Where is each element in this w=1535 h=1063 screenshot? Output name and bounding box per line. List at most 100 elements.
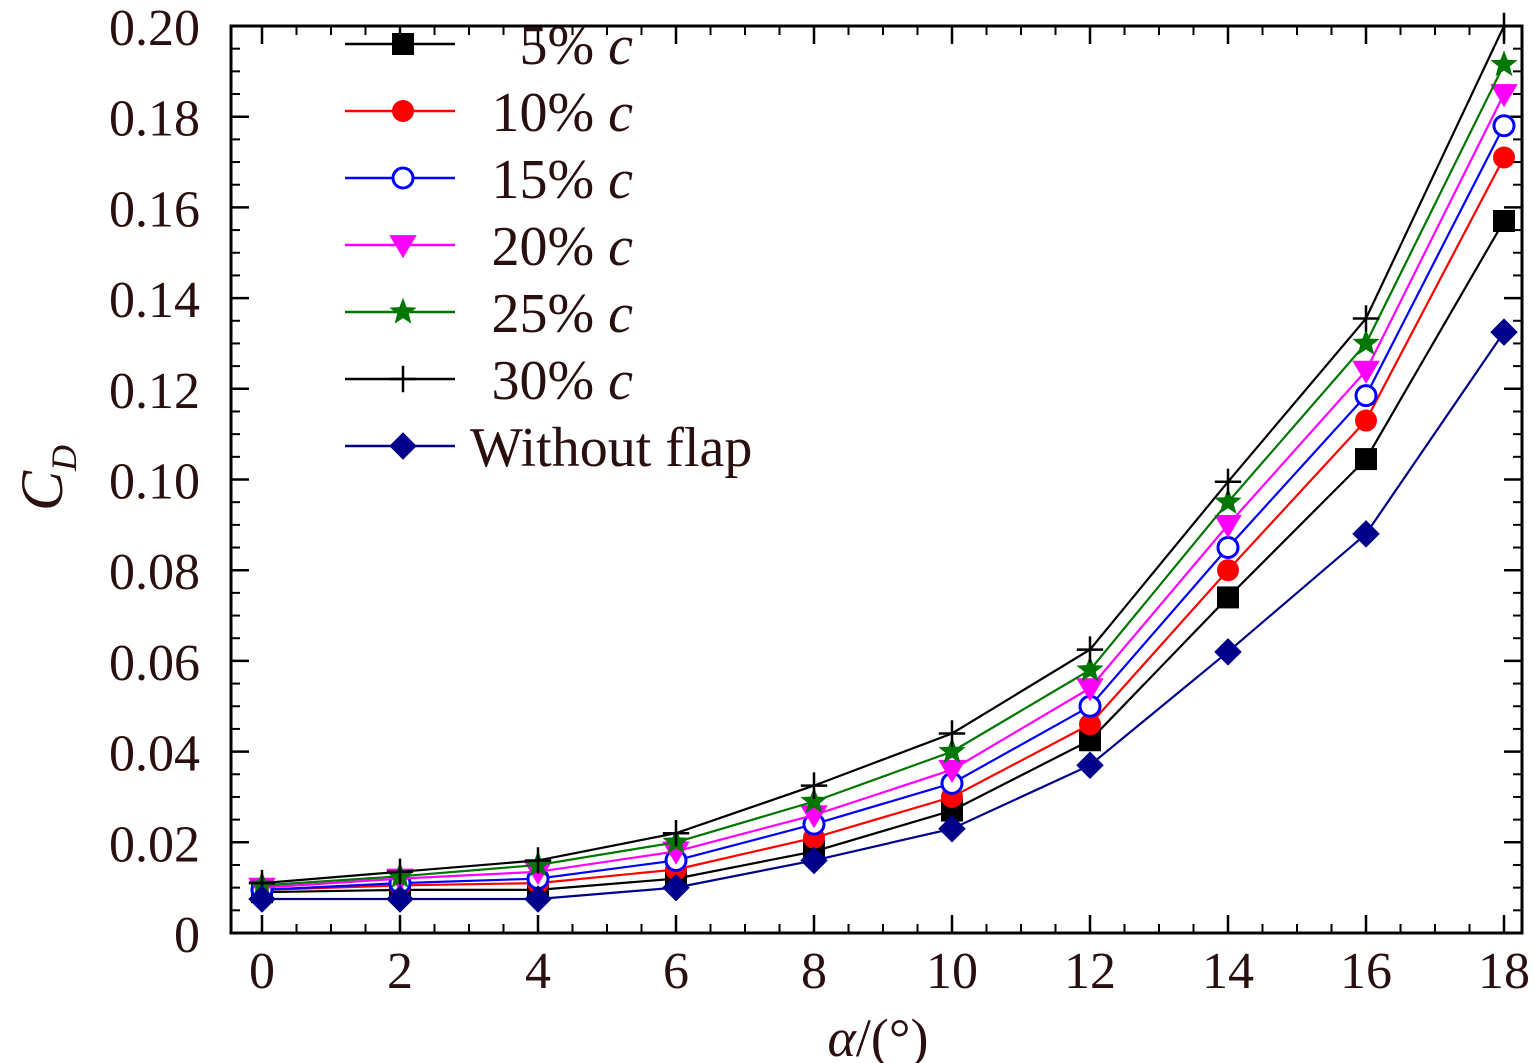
data-point [1493, 146, 1515, 169]
y-tick-label: 0.02 [109, 816, 200, 873]
x-tick-label: 14 [1202, 943, 1254, 1000]
legend-item: 10% c [345, 82, 633, 144]
legend-marker [389, 365, 417, 393]
data-point [938, 720, 966, 747]
data-point [1355, 448, 1377, 471]
series-line [261, 64, 1505, 887]
legend-marker [389, 235, 417, 259]
x-axis-unit: /(°) [856, 1008, 929, 1063]
y-axis-symbol: C [9, 470, 75, 511]
data-point [1354, 384, 1378, 408]
data-point [800, 846, 828, 875]
x-tick-label: 18 [1478, 943, 1530, 1000]
y-tick-label: 0.12 [109, 363, 200, 420]
data-point [938, 759, 966, 783]
legend-label: 20% c [491, 216, 633, 278]
data-point [1490, 12, 1518, 40]
legend-marker [392, 100, 414, 122]
x-tick-label: 8 [801, 943, 827, 1000]
legend-item: 25% c [345, 283, 633, 345]
legend-label: 25% c [491, 283, 633, 345]
x-tick-label: 2 [387, 943, 413, 1000]
y-tick-label: 0.18 [109, 91, 200, 148]
x-axis: 0 2 4 6 8 10 12 14 16 18 [249, 26, 1530, 1000]
data-point [1076, 678, 1104, 702]
legend-label: 30% c [491, 350, 633, 412]
series-layer [248, 12, 1518, 913]
data-point [248, 885, 276, 913]
legend-item: Without flap [345, 417, 752, 479]
data-point [1493, 210, 1515, 233]
series-3 [250, 114, 1516, 902]
x-tick-label: 12 [1064, 943, 1116, 1000]
data-point [1352, 329, 1380, 355]
data-point [1079, 713, 1101, 736]
series-line [261, 156, 1505, 891]
data-point [1355, 409, 1377, 432]
data-point [1352, 360, 1380, 384]
x-tick-label: 16 [1340, 943, 1392, 1000]
data-point [1490, 84, 1518, 108]
legend-item: 15% c [345, 149, 633, 211]
data-point [938, 737, 966, 764]
y-tick-label: 0.16 [109, 181, 200, 238]
x-axis-symbol: α [828, 1008, 858, 1063]
series-line [261, 220, 1505, 894]
data-point [524, 885, 552, 913]
series-2 [251, 146, 1515, 901]
data-point [1217, 586, 1239, 609]
legend-marker [389, 432, 417, 460]
legend-item: 30% c [345, 350, 633, 412]
y-axis-subscript: D [44, 445, 84, 472]
data-point [662, 841, 690, 865]
data-point [1352, 305, 1380, 332]
data-point [386, 858, 414, 885]
legend-label: Without flap [470, 417, 752, 479]
y-tick-label: 0.08 [109, 544, 200, 601]
data-point [1490, 318, 1518, 346]
data-point [800, 787, 828, 814]
x-axis-title: α/(°) [828, 1008, 929, 1063]
y-tick-label: 0.04 [109, 726, 200, 783]
data-point [938, 814, 966, 843]
data-point [662, 873, 690, 902]
data-point [662, 820, 690, 847]
legend-label: 10% c [491, 82, 633, 144]
legend-item: 20% c [345, 216, 633, 278]
plot-frame [229, 24, 1524, 935]
series-line [261, 125, 1505, 891]
data-point [1490, 50, 1518, 77]
legend-marker [391, 166, 415, 190]
data-point [524, 847, 552, 874]
legend-label: 5% c [519, 15, 633, 77]
series-4 [248, 84, 1518, 901]
data-point [1214, 487, 1242, 514]
y-tick-label: 0 [174, 907, 200, 964]
series-7 [248, 318, 1518, 913]
y-tick-label: 0.20 [109, 0, 200, 57]
legend-label: 15% c [491, 149, 633, 211]
data-point [800, 772, 828, 799]
series-6 [248, 12, 1518, 897]
data-point [1352, 520, 1380, 548]
x-tick-label: 0 [249, 943, 275, 1000]
data-point [1214, 514, 1242, 539]
plot-border [229, 24, 1524, 935]
data-point [386, 885, 414, 913]
legend-marker [392, 33, 414, 55]
data-point [1214, 638, 1242, 666]
legend-marker [389, 297, 417, 324]
data-point [1492, 114, 1516, 138]
legend-item: 5% c [345, 15, 633, 77]
data-point [1076, 636, 1104, 663]
x-tick-label: 6 [663, 943, 689, 1000]
data-point [1214, 468, 1242, 495]
series-line [261, 25, 1505, 885]
data-point [1216, 536, 1240, 560]
y-axis-title: CD [9, 445, 84, 511]
series-1 [251, 210, 1515, 904]
series-line [262, 331, 1505, 901]
y-tick-label: 0.10 [109, 454, 200, 511]
